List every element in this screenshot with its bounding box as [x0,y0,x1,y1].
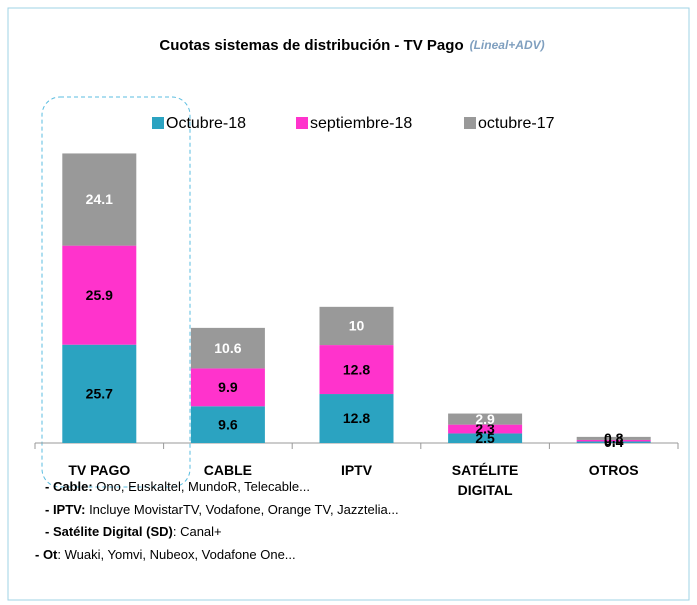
legend-swatch [464,117,476,129]
bar-segment [319,394,394,443]
x-tick-label: OTROS [588,462,639,478]
bar-segment [62,153,137,246]
x-tick-label: TV PAGO [68,462,131,478]
footnote-label: - Satélite Digital (SD) [45,524,173,539]
footnote: - IPTV: Incluye MovistarTV, Vodafone, Or… [45,502,399,517]
x-tick-label: IPTV [340,462,373,478]
data-label: 25.9 [86,287,113,303]
legend-label: septiembre-18 [310,115,412,132]
bar-segment [190,327,265,369]
bar-segment [448,433,523,443]
footnote-text: Incluye MovistarTV, Vodafone, Orange TV,… [85,502,399,517]
x-tick-label: CABLE [203,462,252,478]
bar-segment [576,436,651,440]
legend-swatch [296,117,308,129]
legend-label: octubre-17 [478,115,555,132]
data-label: 2.3 [475,421,495,437]
data-label: 10.6 [214,340,241,356]
bar-segment [448,424,523,434]
bar-segment [190,406,265,443]
data-label: 9.6 [218,416,238,432]
data-label: 0.8 [604,430,624,446]
x-tick-label: SATÉLITE DIGITAL [451,462,519,498]
footnote-text: : Canal+ [172,524,222,539]
footnote-label: - Cable: [45,479,93,494]
data-label: 12.8 [343,410,370,426]
data-label: 2.5 [475,430,495,446]
bar-segment [448,413,523,425]
chart-title: Cuotas sistemas de distribución - TV Pag… [159,37,544,54]
data-label: 25.7 [86,386,113,402]
legend-swatch [152,117,164,129]
footnote: - Satélite Digital (SD): Canal+ [45,524,222,539]
data-label: 9.9 [218,379,238,395]
data-label: 24.1 [86,191,113,207]
legend-label: Octubre-18 [166,115,246,132]
bar-segment [319,345,394,395]
bar-segment [576,439,651,442]
footnote-text: : Wuaki, Yomvi, Nubeox, Vodafone One... [57,547,296,562]
footnote-text: Ono, Euskaltel, MundoR, Telecable... [92,479,310,494]
bar-segment [62,344,137,443]
data-label: 10 [349,318,365,334]
footnote-label: - Ot [35,547,58,562]
bar-segment [62,245,137,345]
footnote: - Ot: Wuaki, Yomvi, Nubeox, Vodafone One… [35,547,296,562]
footnote-label: - IPTV: [45,502,86,517]
data-label: 0.4 [604,432,624,448]
bar-segment [576,441,651,443]
footnote: - Cable: Ono, Euskaltel, MundoR, Telecab… [45,479,310,494]
bar-segment [319,306,394,346]
data-label: 12.8 [343,361,370,377]
bar-segment [190,368,265,407]
highlight-box [41,96,191,488]
data-label: 2.9 [475,411,495,427]
